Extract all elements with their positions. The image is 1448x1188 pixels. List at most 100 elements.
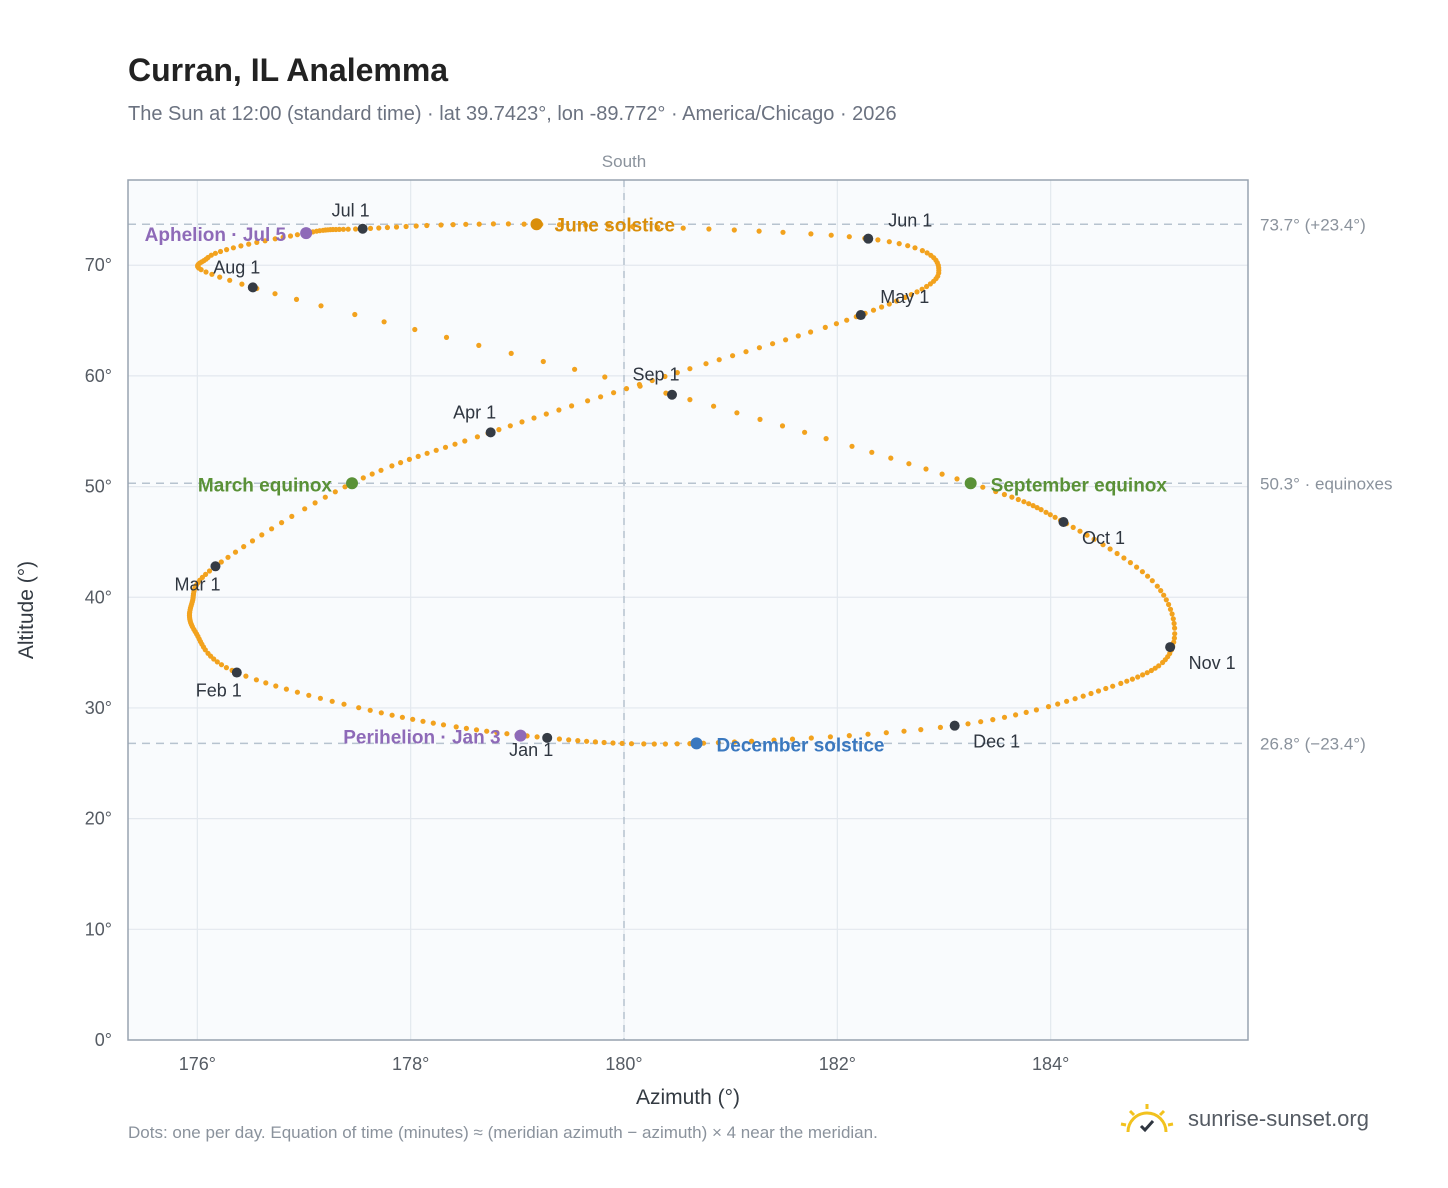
daily-sun-dot — [703, 361, 709, 367]
daily-sun-dot — [198, 267, 204, 273]
daily-sun-dot — [912, 245, 918, 251]
daily-sun-dot — [410, 716, 416, 722]
daily-sun-dot — [687, 366, 693, 372]
brand[interactable]: sunrise-sunset.org — [1120, 1102, 1369, 1136]
daily-sun-dot — [381, 319, 387, 325]
daily-sun-dot — [846, 733, 852, 739]
daily-sun-dot — [870, 307, 877, 313]
daily-sun-dot — [674, 741, 680, 747]
daily-sun-dot — [572, 366, 578, 372]
daily-sun-dot — [218, 559, 224, 565]
daily-sun-dot — [203, 571, 209, 578]
daily-sun-dot — [412, 326, 418, 333]
daily-sun-dot — [902, 294, 908, 300]
x-tick-label: 180° — [605, 1054, 642, 1074]
daily-sun-dot — [230, 245, 236, 251]
daily-sun-dot — [254, 239, 260, 245]
daily-sun-dot — [731, 227, 737, 233]
daily-sun-dot — [473, 727, 480, 733]
daily-sun-dot — [1055, 701, 1061, 707]
daily-sun-dot — [939, 471, 945, 477]
daily-sun-dot — [743, 349, 749, 355]
daily-sun-dot — [312, 500, 318, 506]
daily-sun-dot — [1091, 536, 1097, 542]
y-tick-label: 30° — [85, 698, 112, 718]
daily-sun-dot — [543, 411, 549, 417]
daily-sun-dot — [914, 289, 920, 295]
daily-sun-dot — [293, 296, 300, 302]
daily-sun-dot — [770, 341, 776, 347]
daily-sun-dot — [849, 443, 855, 449]
axis-ticks: 176° 178° 180° 182° 184° 0° 10° 20° 30° 40° 50° 60°… — [85, 255, 1070, 1074]
daily-sun-dot — [294, 232, 300, 238]
month-marker-label: Jan 1 — [509, 740, 553, 760]
daily-sun-dot — [531, 415, 537, 421]
daily-sun-dot — [249, 538, 256, 544]
daily-sun-dot — [569, 403, 575, 409]
event-marker — [690, 737, 703, 750]
daily-sun-dot — [294, 689, 300, 695]
daily-sun-dot — [463, 725, 469, 732]
daily-sun-dot — [585, 398, 591, 404]
daily-sun-dot — [1118, 680, 1124, 687]
daily-sun-dot — [662, 741, 669, 747]
event-label: Aphelion · Jul 5 — [145, 225, 287, 246]
x-tick-label: 182° — [819, 1054, 856, 1074]
daily-sun-dot — [356, 705, 362, 711]
month-marker — [1058, 517, 1069, 528]
daily-sun-dot — [584, 738, 590, 744]
daily-sun-dot — [879, 304, 885, 310]
daily-sun-dot — [302, 506, 308, 512]
daily-sun-dot — [1163, 597, 1169, 603]
daily-sun-dot — [606, 223, 612, 229]
daily-sun-dot — [353, 226, 359, 232]
daily-sun-dot — [534, 734, 540, 740]
daily-sun-dot — [583, 222, 589, 228]
month-marker-label: May 1 — [880, 287, 929, 307]
y-axis-title: Altitude (°) — [15, 561, 38, 659]
daily-sun-dot — [795, 333, 801, 339]
daily-sun-dot — [623, 386, 630, 392]
daily-sun-dot — [828, 232, 834, 238]
daily-sun-dot — [442, 444, 449, 450]
month-marker — [949, 720, 960, 731]
month-markers: Jan 1 Feb 1 Mar 1 Apr 1 May 1 Jun 1 Jul 1 Aug 1… — [174, 201, 1235, 760]
daily-sun-dot — [399, 714, 405, 720]
x-axis-title: Azimuth (°) — [636, 1086, 740, 1109]
daily-sun-dot — [263, 680, 269, 686]
daily-sun-dot — [1021, 499, 1027, 505]
daily-sun-dot — [1026, 501, 1032, 507]
daily-sun-dot — [1171, 620, 1177, 627]
daily-sun-dot — [1043, 509, 1049, 515]
daily-sun-dot — [630, 224, 636, 230]
daily-sun-dot — [1001, 714, 1008, 720]
daily-sun-dot — [262, 238, 268, 244]
daily-sun-dot — [1172, 631, 1178, 637]
daily-sun-dot — [462, 438, 468, 444]
daily-sun-dot — [367, 707, 373, 713]
daily-sun-dot — [272, 236, 278, 242]
daily-sun-dot — [1145, 573, 1151, 579]
daily-sun-dot — [641, 741, 647, 747]
month-marker-label: Aug 1 — [213, 257, 260, 277]
daily-sun-dot — [438, 222, 444, 228]
daily-sun-dot — [1072, 696, 1078, 702]
daily-sun-dot — [1134, 564, 1140, 570]
daily-sun-dot — [508, 350, 514, 356]
month-marker — [855, 310, 866, 321]
daily-sun-dot — [443, 334, 450, 340]
daily-sun-dot — [680, 225, 686, 231]
daily-sun-dot — [556, 407, 562, 413]
daily-sun-dot — [674, 370, 680, 376]
reference-lines: South 73.7° (+23.4°) 50.3° · equinoxes 26.8… — [128, 152, 1393, 1040]
daily-sun-dot — [239, 281, 245, 287]
daily-sun-dot — [734, 410, 740, 416]
event-marker — [346, 477, 358, 490]
daily-sun-dot — [610, 740, 616, 746]
daily-sun-dot — [756, 228, 762, 234]
daily-sun-dot — [771, 737, 777, 743]
daily-sun-dot — [1047, 512, 1053, 518]
daily-sun-dot — [780, 229, 786, 235]
daily-sun-dot — [919, 248, 926, 254]
month-marker-label: Jul 1 — [332, 201, 370, 221]
